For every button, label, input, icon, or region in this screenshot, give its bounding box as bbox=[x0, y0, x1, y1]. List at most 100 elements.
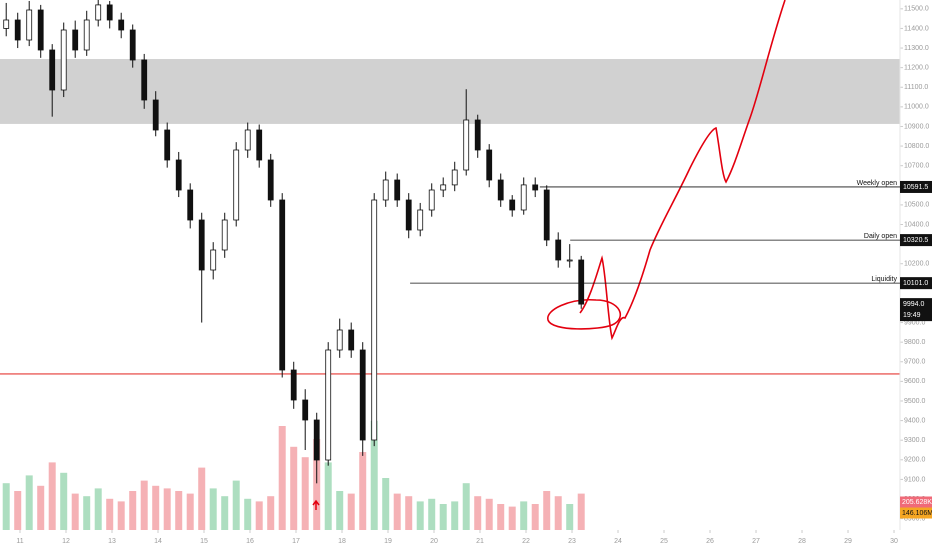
y-tick-label: 8900.0 bbox=[904, 515, 926, 522]
y-tick-label: 9900.0 bbox=[904, 319, 926, 326]
level-name: Daily open bbox=[864, 233, 897, 240]
y-tick-label: 10200.0 bbox=[904, 261, 929, 268]
volume-bar bbox=[175, 491, 183, 530]
x-tick-label: 24 bbox=[614, 538, 622, 545]
x-tick-label: 20 bbox=[430, 538, 438, 545]
x-tick-label: 26 bbox=[706, 538, 714, 545]
x-tick-label: 23 bbox=[568, 538, 576, 545]
y-tick-label: 9800.0 bbox=[904, 339, 926, 346]
volume-bar bbox=[566, 504, 574, 530]
volume-bar bbox=[554, 496, 562, 530]
x-tick-label: 13 bbox=[108, 538, 116, 545]
volume-bar bbox=[232, 480, 240, 530]
level-name: Weekly open bbox=[857, 180, 897, 187]
volume-bar bbox=[140, 480, 148, 530]
y-tick-label: 10800.0 bbox=[904, 143, 929, 150]
candle-body bbox=[37, 9, 44, 51]
volume-bar bbox=[152, 485, 160, 530]
x-tick-label: 28 bbox=[798, 538, 806, 545]
volume-bar bbox=[163, 488, 171, 530]
candle-body bbox=[359, 349, 366, 441]
y-tick-label: 9500.0 bbox=[904, 398, 926, 405]
candle-body bbox=[532, 184, 539, 191]
circle-drawing bbox=[547, 299, 622, 330]
x-tick-label: 22 bbox=[522, 538, 530, 545]
volume-label: 146.106M bbox=[902, 510, 932, 517]
candle-body bbox=[233, 149, 240, 221]
level-price: 10591.5 bbox=[903, 184, 928, 191]
x-tick-label: 21 bbox=[476, 538, 484, 545]
x-tick-label: 16 bbox=[246, 538, 254, 545]
last-price-box bbox=[900, 298, 932, 322]
candle-body bbox=[417, 209, 424, 231]
candle-body bbox=[72, 29, 79, 51]
y-tick-label: 11300.0 bbox=[904, 45, 929, 52]
candle-body bbox=[14, 19, 21, 41]
volume-bar bbox=[117, 501, 125, 530]
candle-body bbox=[152, 99, 159, 131]
y-tick-label: 10900.0 bbox=[904, 123, 929, 130]
volume-bar bbox=[508, 506, 516, 530]
candle-body bbox=[555, 239, 562, 261]
candle-body bbox=[440, 184, 447, 191]
y-tick-label: 10400.0 bbox=[904, 221, 929, 228]
candle-body bbox=[83, 19, 90, 51]
candle-body bbox=[313, 419, 320, 461]
candle-body bbox=[60, 29, 67, 91]
volume-bar bbox=[370, 420, 378, 530]
x-tick-label: 27 bbox=[752, 538, 760, 545]
level-price-box bbox=[900, 180, 932, 193]
volume-bar bbox=[577, 493, 585, 530]
volume-bar bbox=[405, 496, 413, 530]
volume-bar bbox=[324, 462, 332, 530]
volume-bar bbox=[451, 501, 459, 530]
volume-bar bbox=[221, 496, 229, 530]
candle-body bbox=[129, 29, 136, 61]
candle-body bbox=[509, 199, 516, 211]
candle-body bbox=[198, 219, 205, 271]
volume-bar bbox=[209, 488, 217, 530]
x-tick-label: 14 bbox=[154, 538, 162, 545]
volume-bar bbox=[37, 485, 45, 530]
x-tick-label: 12 bbox=[62, 538, 70, 545]
candle-body bbox=[371, 199, 378, 441]
candle-body bbox=[520, 184, 527, 211]
candle-body bbox=[543, 189, 550, 241]
volume-bar bbox=[267, 496, 275, 530]
y-tick-label: 9200.0 bbox=[904, 457, 926, 464]
candle-body bbox=[3, 19, 10, 29]
volume-bar bbox=[543, 491, 551, 530]
candle-body bbox=[221, 219, 228, 251]
candle-body bbox=[141, 59, 148, 101]
volume-bar bbox=[278, 426, 286, 530]
volume-bar bbox=[106, 498, 114, 530]
y-tick-label: 10500.0 bbox=[904, 202, 929, 209]
y-tick-label: 11500.0 bbox=[904, 6, 929, 13]
x-tick-label: 25 bbox=[660, 538, 668, 545]
volume-bar bbox=[474, 496, 482, 530]
volume-bar bbox=[382, 478, 390, 530]
volume-bar bbox=[186, 493, 194, 530]
candle-body bbox=[451, 169, 458, 186]
volume-bar bbox=[71, 493, 79, 530]
y-tick-label: 10700.0 bbox=[904, 163, 929, 170]
volume-bar bbox=[2, 483, 10, 530]
candle-body bbox=[49, 49, 56, 91]
volume-bar bbox=[416, 501, 424, 530]
x-tick-label: 17 bbox=[292, 538, 300, 545]
level-price: 10101.0 bbox=[903, 280, 928, 287]
y-tick-label: 11000.0 bbox=[904, 104, 929, 111]
volume-bar bbox=[497, 504, 505, 530]
last-price: 9994.0 bbox=[903, 301, 925, 308]
volume-bar bbox=[462, 483, 470, 530]
x-tick-label: 11 bbox=[16, 538, 23, 545]
volume-label-box bbox=[900, 507, 932, 519]
candle-body bbox=[256, 129, 263, 161]
candle-body bbox=[474, 119, 481, 151]
volume-bar bbox=[313, 439, 321, 530]
arrow-icon bbox=[312, 499, 320, 510]
candle-body bbox=[164, 129, 171, 161]
level-price-box bbox=[900, 277, 932, 290]
candle-body bbox=[405, 199, 412, 231]
